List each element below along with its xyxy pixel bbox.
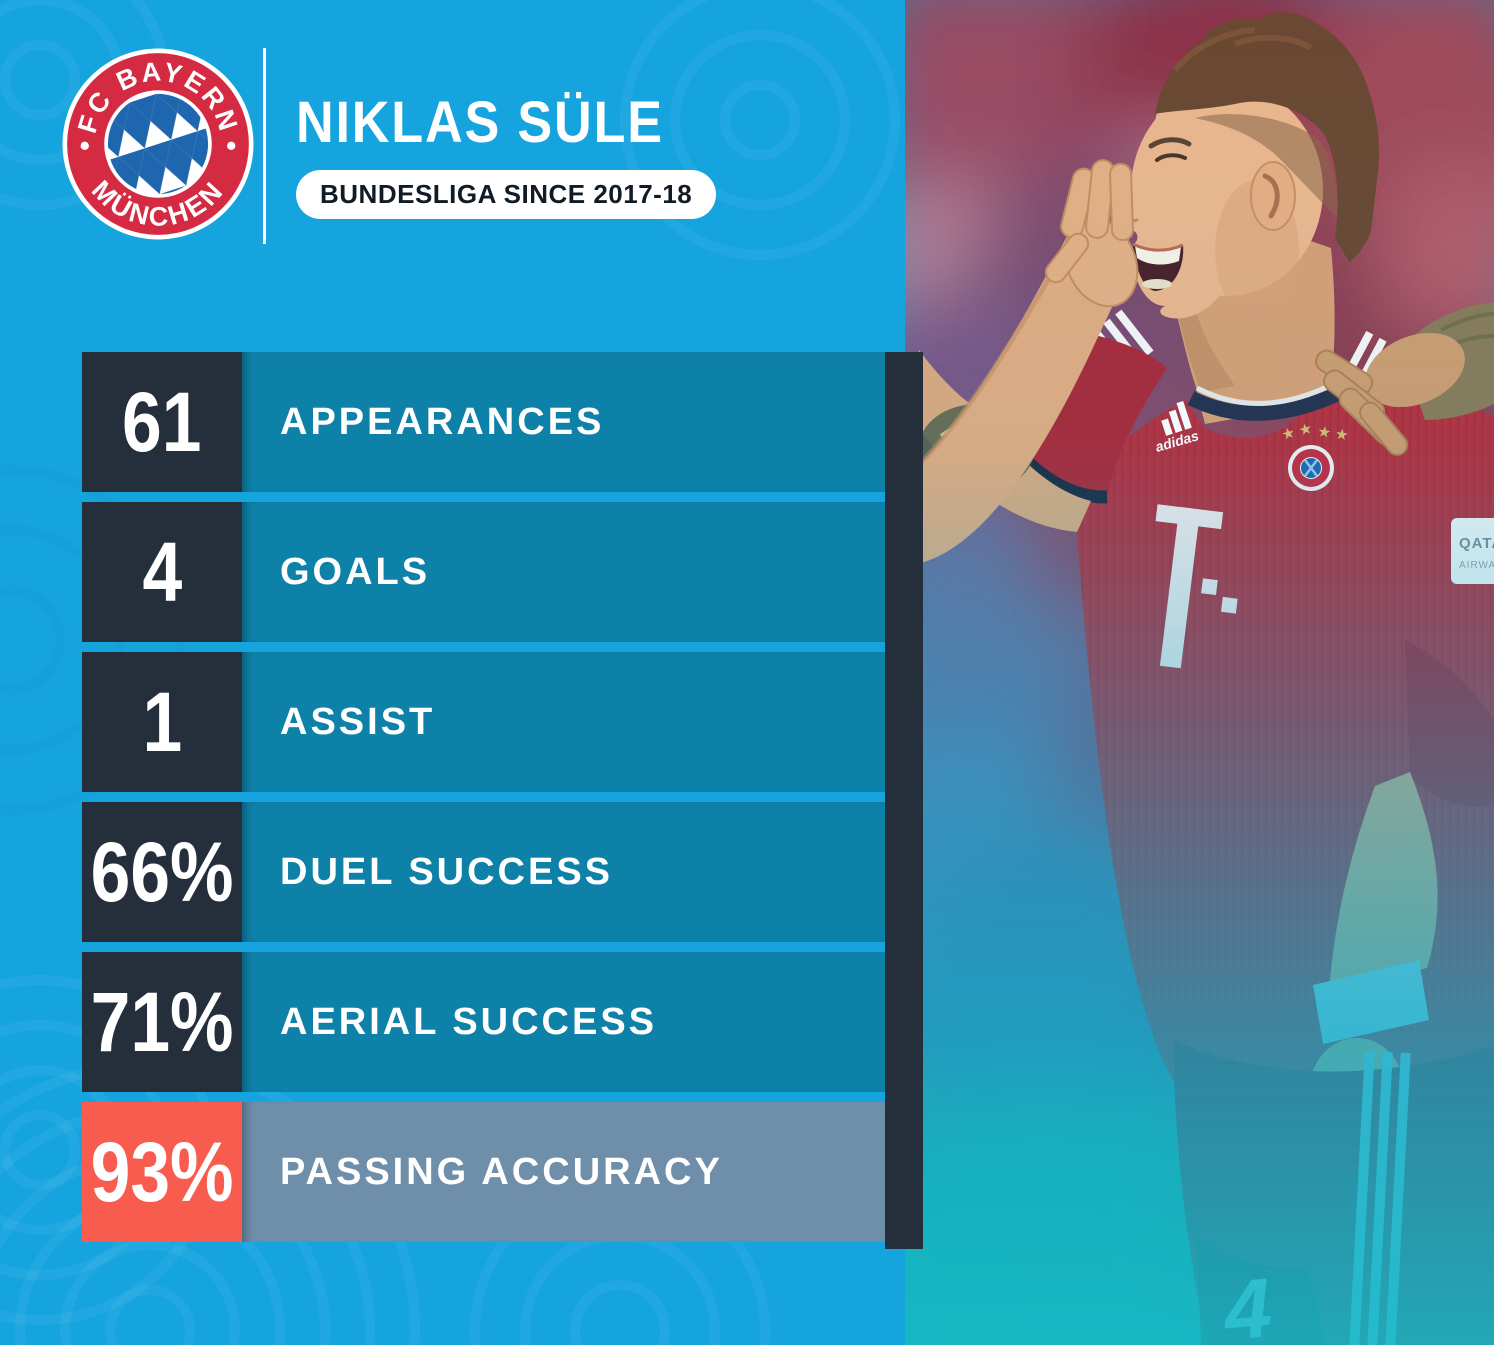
stat-row-duel-success: 66% DUEL SUCCESS xyxy=(82,802,885,942)
subtitle-badge: BUNDESLIGA SINCE 2017-18 xyxy=(296,170,717,219)
stat-value: 1 xyxy=(82,652,242,792)
stat-row-goals: 4 GOALS xyxy=(82,502,885,642)
stat-label: PASSING ACCURACY xyxy=(242,1102,885,1242)
stat-value: 93% xyxy=(82,1102,242,1242)
stat-value: 4 xyxy=(82,502,242,642)
player-photo: adidas ★ ★ ★ ★ xyxy=(905,0,1494,1345)
header-title-block: NIKLAS SÜLE BUNDESLIGA SINCE 2017-18 xyxy=(296,90,717,219)
header-divider xyxy=(263,48,266,244)
club-crest-logo: FC BAYERN MÜNCHEN xyxy=(62,48,254,240)
stat-label: APPEARANCES xyxy=(242,352,885,492)
ring-set-top-mid xyxy=(620,0,900,260)
stats-panel: 61 APPEARANCES 4 GOALS 1 ASSIST 66% DUEL… xyxy=(82,352,885,1252)
stat-value: 66% xyxy=(82,802,242,942)
stat-row-aerial-success: 71% AERIAL SUCCESS xyxy=(82,952,885,1092)
stat-label: GOALS xyxy=(242,502,885,642)
stat-label: DUEL SUCCESS xyxy=(242,802,885,942)
page-title: NIKLAS SÜLE xyxy=(296,90,664,155)
stat-value: 61 xyxy=(82,352,242,492)
cyan-overlay xyxy=(905,0,1494,1345)
stat-label: ASSIST xyxy=(242,652,885,792)
stat-value: 71% xyxy=(82,952,242,1092)
stat-row-appearances: 61 APPEARANCES xyxy=(82,352,885,492)
stat-row-assist: 1 ASSIST xyxy=(82,652,885,792)
stat-row-passing-accuracy: 93% PASSING ACCURACY xyxy=(82,1102,885,1242)
right-accent-bar xyxy=(885,352,923,1249)
stat-label: AERIAL SUCCESS xyxy=(242,952,885,1092)
